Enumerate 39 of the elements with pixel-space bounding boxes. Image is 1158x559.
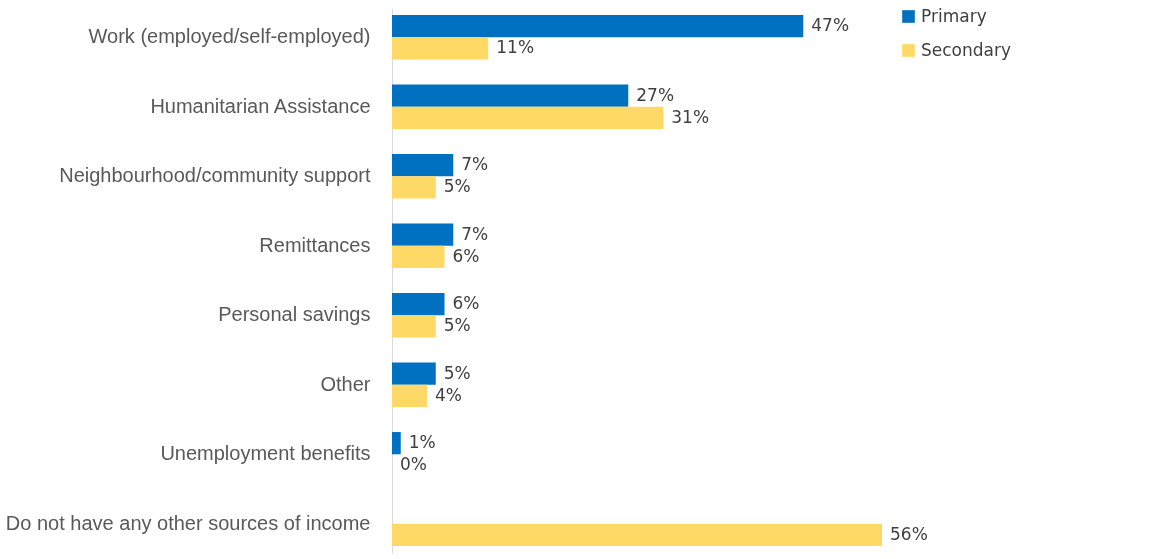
data-label: 31% <box>671 106 710 127</box>
bar <box>392 315 436 338</box>
y-tick-label: Other <box>320 372 371 395</box>
data-label: 5% <box>443 176 471 197</box>
data-label: 4% <box>435 384 462 405</box>
y-tick-label: Remittances <box>259 233 371 256</box>
bar <box>392 523 882 547</box>
data-label: 0% <box>400 454 427 475</box>
legend-label: Primary <box>921 5 987 26</box>
y-tick-label: Personal savings <box>218 303 371 326</box>
data-label: 1% <box>408 432 436 453</box>
y-tick-label: Unemployment benefits <box>160 442 371 465</box>
bar <box>392 14 804 38</box>
data-label: 7% <box>461 154 489 175</box>
bar <box>392 293 445 316</box>
bar <box>392 223 454 246</box>
bar <box>392 245 445 268</box>
data-label: 7% <box>461 223 489 244</box>
data-label: 27% <box>636 84 675 105</box>
y-tick-label: Neighbourhood/community support <box>59 164 371 187</box>
data-label: 47% <box>811 15 850 36</box>
data-label: 56% <box>890 523 928 544</box>
data-label: 11% <box>496 37 535 58</box>
y-tick-label: Work (employed/self-employed) <box>88 25 371 48</box>
data-label: 6% <box>452 293 480 314</box>
bar <box>392 84 629 107</box>
data-label: 5% <box>443 362 471 383</box>
data-label: 5% <box>443 315 471 336</box>
y-tick-label: Do not have any other sources of income <box>5 511 371 534</box>
bar <box>392 432 401 455</box>
data-label: 6% <box>452 245 480 266</box>
y-tick-label: Humanitarian Assistance <box>150 94 371 117</box>
bar <box>392 362 436 385</box>
bar <box>392 384 427 408</box>
bar <box>392 176 436 199</box>
bar <box>392 106 664 129</box>
bar <box>392 153 454 177</box>
bar <box>392 37 489 60</box>
legend-label: Secondary <box>921 39 1012 60</box>
